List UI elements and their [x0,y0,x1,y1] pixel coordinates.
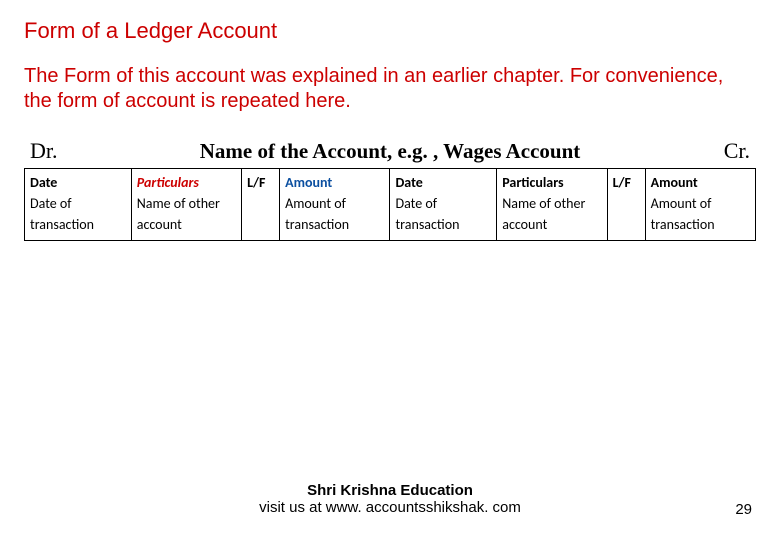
table-row: DateDate of transactionParticularsName o… [25,169,756,241]
footer-title: Shri Krishna Education [0,482,780,499]
column-header: Date [30,172,126,193]
table-cell: DateDate of transaction [25,169,132,241]
intro-paragraph: The Form of this account was explained i… [24,64,756,114]
column-header: Particulars [137,172,236,193]
column-body: Date of transaction [30,193,126,235]
column-header: L/F [247,172,274,193]
table-cell: ParticularsName of other account [497,169,607,241]
column-body: Date of transaction [395,193,491,235]
column-header: Amount [651,172,750,193]
column-body: Name of other account [502,193,601,235]
account-title: Name of the Account, e.g. , Wages Accoun… [80,139,700,164]
column-body: Name of other account [137,193,236,235]
column-body: Amount of transaction [285,193,384,235]
table-cell: DateDate of transaction [390,169,497,241]
credit-label: Cr. [700,138,750,164]
table-cell: L/F [607,169,645,241]
table-cell: AmountAmount of transaction [280,169,390,241]
column-header: Date [395,172,491,193]
footer: Shri Krishna Education visit us at www. … [0,482,780,516]
table-cell: AmountAmount of transaction [645,169,755,241]
table-cell: L/F [242,169,280,241]
column-header: Particulars [502,172,601,193]
account-header-row: Dr. Name of the Account, e.g. , Wages Ac… [24,138,756,164]
ledger-table: DateDate of transactionParticularsName o… [24,168,756,241]
page-number: 29 [735,501,752,518]
column-header: Amount [285,172,384,193]
footer-url: visit us at www. accountsshikshak. com [0,499,780,516]
debit-label: Dr. [30,138,80,164]
column-body: Amount of transaction [651,193,750,235]
table-cell: ParticularsName of other account [131,169,241,241]
page-heading: Form of a Ledger Account [24,18,756,44]
column-header: L/F [613,172,640,193]
